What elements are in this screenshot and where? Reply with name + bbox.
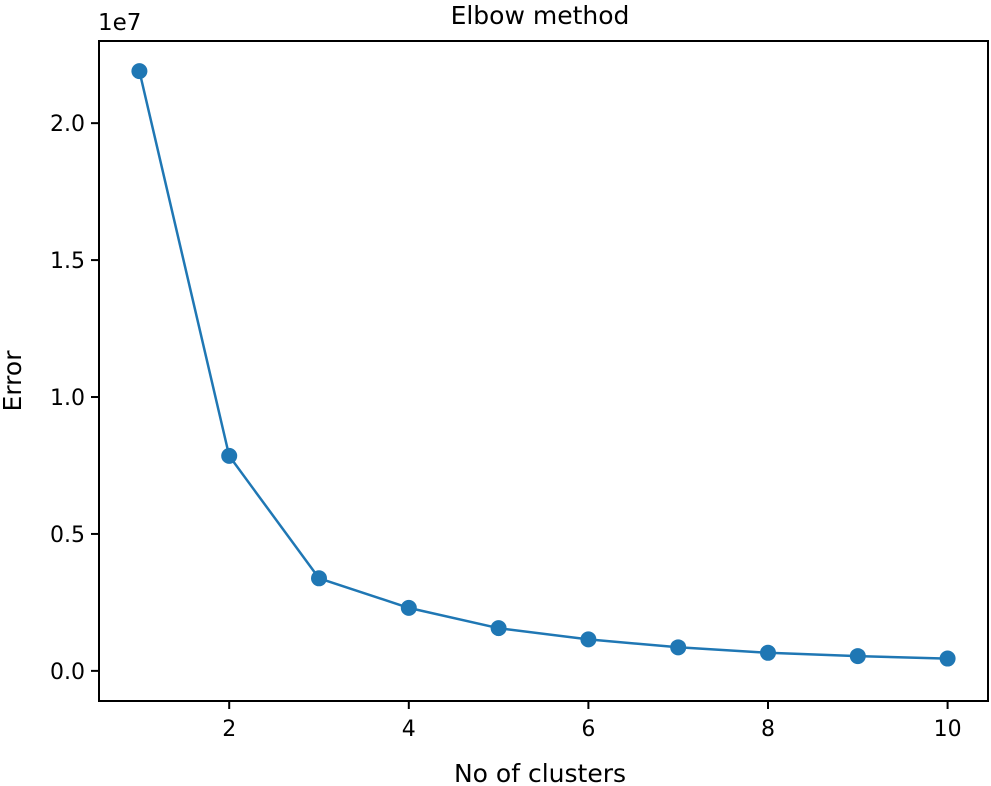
x-tick-label: 6 — [581, 717, 595, 742]
y-tick-label: 0.5 — [50, 523, 85, 548]
x-tick-label: 4 — [402, 717, 416, 742]
x-axis-ticks: 2 4 6 8 10 — [222, 701, 962, 742]
data-point — [490, 620, 507, 637]
x-tick-label: 2 — [222, 717, 236, 742]
data-point — [580, 631, 597, 648]
x-axis-label: No of clusters — [454, 759, 626, 786]
y-axis-label: Error — [0, 350, 27, 412]
y-axis-ticks: 0.0 0.5 1.0 1.5 2.0 — [50, 112, 99, 685]
data-point — [759, 644, 776, 661]
data-point — [849, 648, 866, 665]
y-offset-label: 1e7 — [98, 10, 141, 36]
data-point — [221, 447, 238, 464]
data-series — [131, 63, 956, 667]
y-tick-label: 2.0 — [50, 112, 85, 137]
data-point — [131, 63, 148, 80]
chart-title: Elbow method — [451, 1, 630, 30]
data-point — [939, 650, 956, 667]
data-point — [670, 639, 687, 656]
x-tick-label: 8 — [761, 717, 775, 742]
plot-area: 2 4 6 8 10 0.0 0.5 1.0 1.5 2.0 — [50, 40, 989, 742]
data-point — [311, 570, 328, 587]
data-point — [400, 599, 417, 616]
x-tick-label: 10 — [934, 717, 962, 742]
y-tick-label: 0.0 — [50, 660, 85, 685]
y-tick-label: 1.5 — [50, 249, 85, 274]
axes-frame — [98, 40, 989, 702]
y-tick-label: 1.0 — [50, 386, 85, 411]
series-line — [138, 70, 948, 660]
